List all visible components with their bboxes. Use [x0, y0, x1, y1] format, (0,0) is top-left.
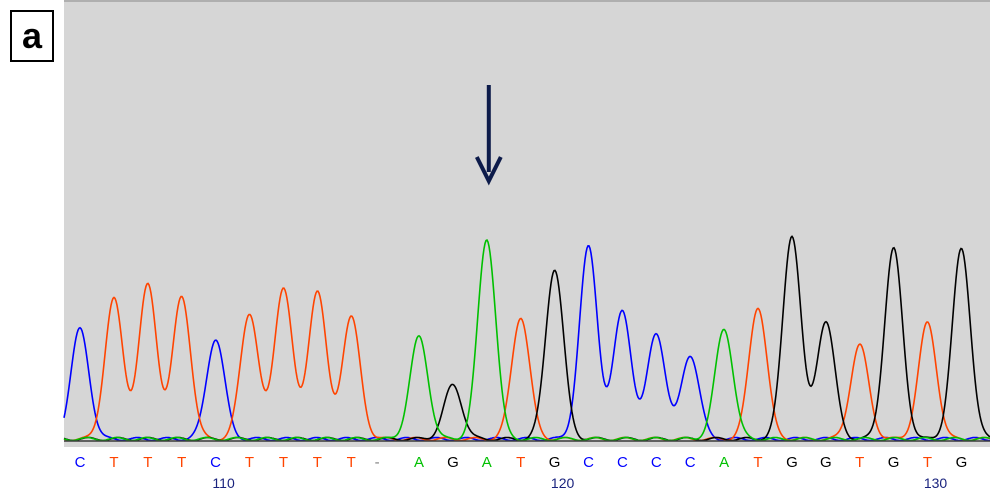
- base-call: T: [279, 454, 288, 471]
- base-call: C: [210, 454, 221, 471]
- arrow-head: [475, 156, 503, 186]
- base-call: A: [482, 454, 492, 471]
- base-call: G: [820, 454, 832, 471]
- base-call: C: [685, 454, 696, 471]
- position-label: 130: [924, 475, 948, 491]
- base-call: A: [414, 454, 424, 471]
- position-label: 110: [212, 475, 235, 491]
- panel-label: a: [10, 10, 54, 62]
- base-call-strip: [64, 447, 990, 496]
- base-call: T: [313, 454, 322, 471]
- mutation-arrow: [475, 85, 503, 186]
- base-call: C: [75, 454, 86, 471]
- trace-A: [63, 239, 990, 442]
- base-call: -: [375, 454, 380, 471]
- base-call: A: [719, 454, 729, 471]
- base-call: T: [923, 454, 932, 471]
- trace-group: [63, 235, 990, 442]
- base-call: T: [143, 454, 152, 471]
- base-call: G: [447, 454, 459, 471]
- base-call: T: [177, 454, 186, 471]
- base-call: T: [109, 454, 118, 471]
- base-call: T: [347, 454, 356, 471]
- base-call: C: [583, 454, 594, 471]
- position-ruler: 110 120 130: [212, 475, 947, 491]
- position-label: 120: [551, 475, 575, 491]
- base-call: T: [516, 454, 525, 471]
- base-call: G: [888, 454, 900, 471]
- base-call: T: [245, 454, 254, 471]
- base-call: T: [753, 454, 762, 471]
- base-call: G: [549, 454, 561, 471]
- base-call: C: [651, 454, 662, 471]
- plot-background: [64, 0, 990, 496]
- base-call: T: [855, 454, 864, 471]
- base-call: G: [786, 454, 798, 471]
- base-call: C: [617, 454, 628, 471]
- base-call: G: [956, 454, 968, 471]
